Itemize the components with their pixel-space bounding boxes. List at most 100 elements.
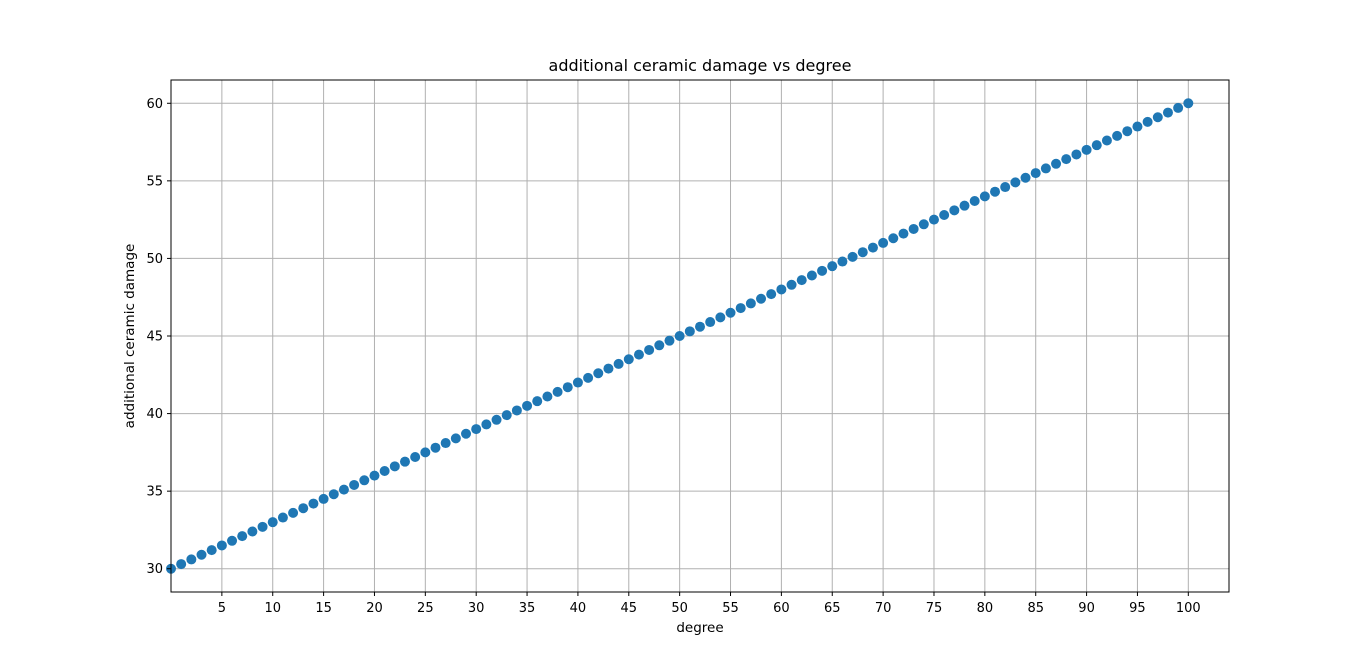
- x-tick-label: 85: [1027, 601, 1044, 616]
- x-tick-label: 55: [722, 601, 739, 616]
- data-point: [318, 493, 329, 504]
- data-point: [1030, 168, 1041, 179]
- y-tick-label: 40: [146, 407, 163, 422]
- data-point: [1173, 102, 1184, 113]
- data-point: [440, 438, 451, 449]
- data-point: [928, 214, 939, 225]
- data-point: [461, 428, 472, 439]
- data-point: [857, 247, 868, 258]
- data-point: [1132, 121, 1143, 132]
- data-point: [766, 289, 777, 300]
- data-point: [898, 228, 909, 239]
- data-point: [216, 540, 227, 551]
- data-point: [389, 461, 400, 472]
- data-point: [674, 331, 685, 341]
- data-point: [827, 261, 838, 272]
- data-point: [399, 456, 410, 467]
- x-tick-label: 95: [1129, 601, 1146, 616]
- chart-title: additional ceramic damage vs degree: [549, 56, 852, 75]
- data-point: [613, 358, 624, 369]
- data-point: [695, 321, 705, 332]
- data-point: [1081, 144, 1092, 155]
- data-point: [806, 270, 817, 281]
- data-point: [908, 223, 919, 234]
- data-point: [1061, 154, 1072, 165]
- data-point: [1112, 130, 1123, 141]
- data-point: [277, 512, 288, 523]
- data-point: [888, 233, 899, 244]
- data-points: [166, 98, 1194, 574]
- data-point: [227, 535, 238, 546]
- y-tick-label: 60: [146, 97, 163, 112]
- data-point: [1101, 135, 1112, 146]
- y-axis-label: additional ceramic damage: [122, 244, 138, 429]
- data-point: [572, 377, 583, 388]
- y-tick-label: 35: [146, 485, 163, 500]
- data-point: [1142, 116, 1153, 127]
- data-point: [918, 219, 929, 230]
- data-point: [796, 275, 807, 286]
- data-point: [979, 191, 990, 202]
- y-tick-label: 55: [146, 174, 163, 189]
- data-point: [1122, 126, 1133, 137]
- x-tick-label: 65: [824, 601, 841, 616]
- data-point: [603, 363, 614, 374]
- x-tick-label: 15: [315, 601, 332, 616]
- data-point: [786, 279, 797, 290]
- data-point: [369, 470, 380, 481]
- data-point: [338, 484, 349, 495]
- data-point: [949, 205, 960, 216]
- data-point: [522, 400, 533, 411]
- data-point: [969, 196, 980, 207]
- x-tick-label: 45: [621, 601, 638, 616]
- x-tick-label: 20: [366, 601, 383, 616]
- data-point: [1091, 140, 1102, 151]
- data-point: [684, 326, 695, 337]
- data-point: [349, 479, 360, 490]
- x-tick-label: 75: [926, 601, 943, 616]
- data-point: [725, 307, 736, 318]
- data-point: [511, 405, 522, 416]
- data-point: [471, 424, 482, 435]
- x-tick-label: 10: [264, 601, 281, 616]
- y-tick-label: 30: [146, 562, 163, 577]
- data-point: [237, 531, 248, 542]
- data-point: [532, 396, 543, 407]
- data-point: [542, 391, 553, 402]
- data-point: [288, 507, 299, 518]
- data-point: [359, 475, 370, 486]
- data-point: [837, 256, 848, 267]
- data-point: [1000, 182, 1011, 193]
- data-point: [990, 186, 1001, 197]
- data-point: [308, 498, 319, 509]
- data-point: [247, 526, 258, 537]
- data-point: [715, 312, 726, 323]
- y-axis-ticks: 30 35 40 45 50 55 60: [146, 97, 171, 577]
- x-tick-label: 90: [1078, 601, 1095, 616]
- data-point: [1162, 107, 1173, 118]
- data-point: [1040, 163, 1051, 174]
- data-point: [939, 209, 950, 220]
- data-point: [878, 237, 889, 248]
- data-point: [1010, 177, 1021, 188]
- data-point: [552, 386, 563, 397]
- data-point: [379, 465, 390, 476]
- data-point: [1020, 172, 1031, 183]
- data-point: [654, 340, 665, 351]
- data-point: [328, 489, 339, 500]
- data-point: [959, 200, 970, 211]
- data-point: [176, 559, 187, 570]
- data-point: [735, 303, 746, 314]
- data-point: [298, 503, 309, 514]
- data-point: [186, 554, 197, 565]
- data-point: [776, 284, 787, 295]
- y-tick-label: 45: [146, 330, 163, 345]
- data-point: [1071, 149, 1082, 160]
- x-tick-label: 5: [218, 601, 226, 616]
- data-point: [501, 410, 512, 421]
- data-point: [1051, 158, 1062, 169]
- x-tick-label: 70: [875, 601, 892, 616]
- data-point: [1183, 98, 1194, 109]
- data-point: [267, 517, 278, 528]
